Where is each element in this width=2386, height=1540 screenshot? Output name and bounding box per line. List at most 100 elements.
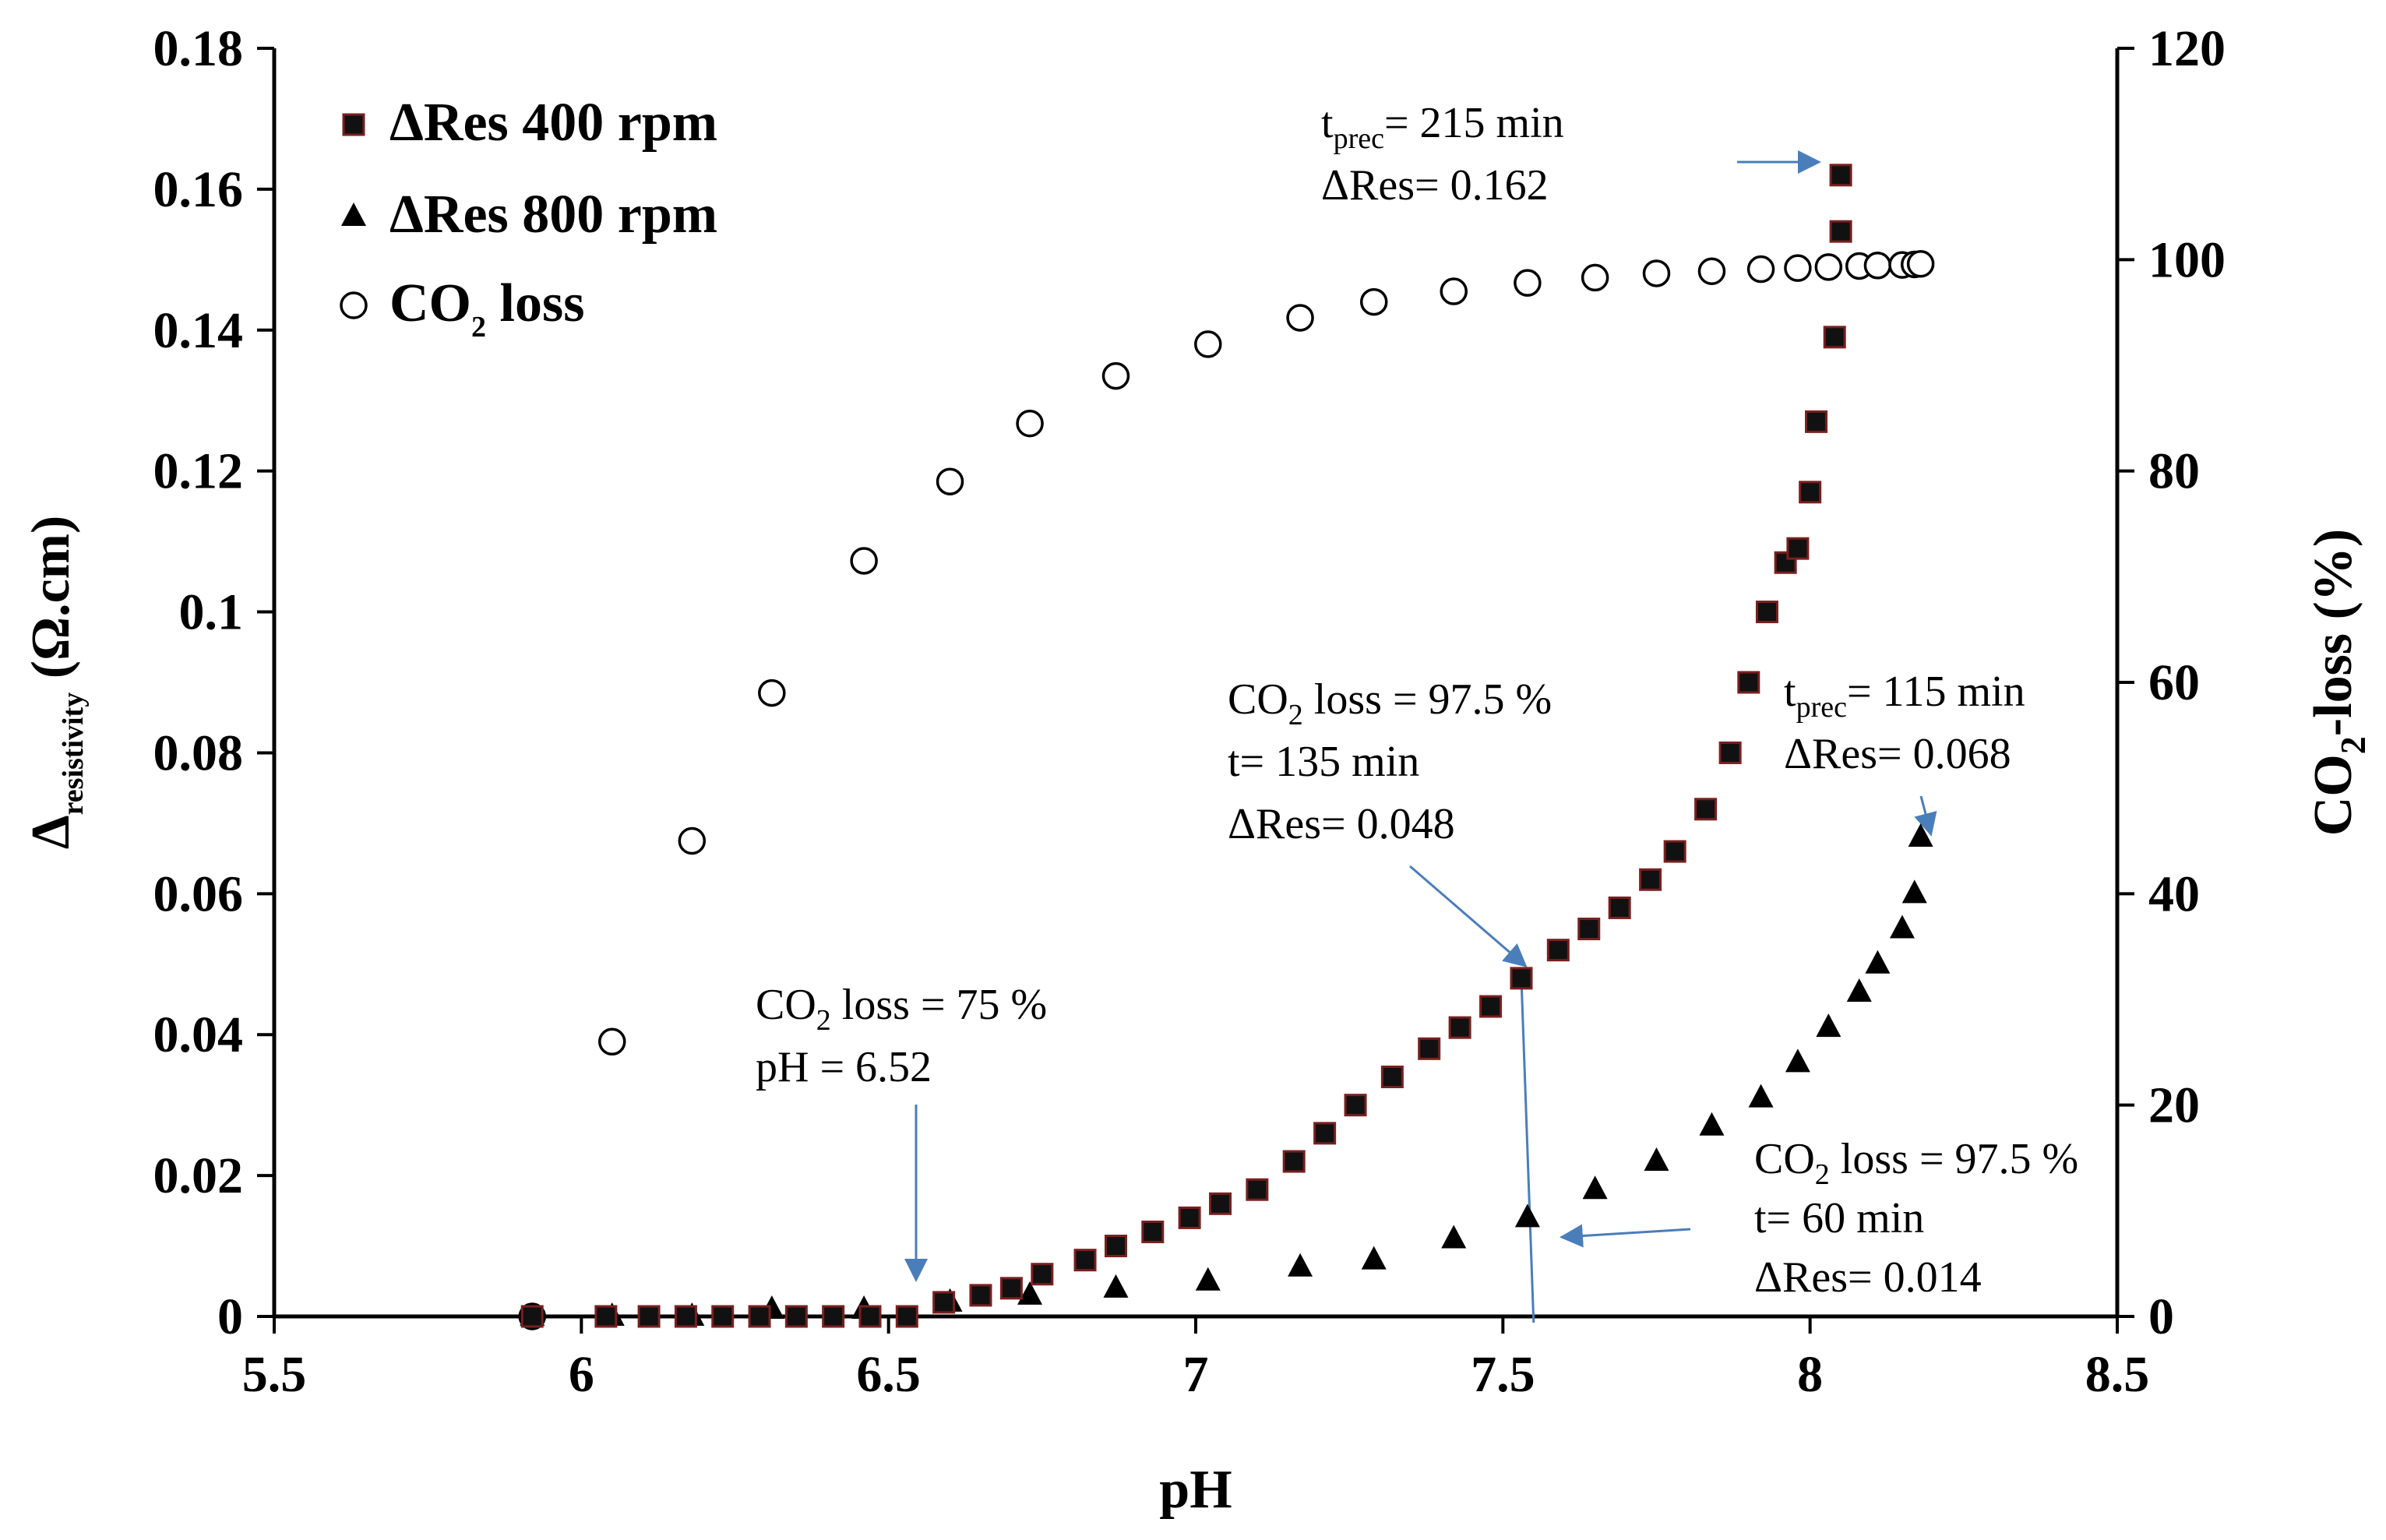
text-subscript: prec xyxy=(1334,122,1384,155)
y-tick-label: 0.16 xyxy=(153,161,244,218)
x-tick-label: 8 xyxy=(1797,1346,1823,1403)
data-point-square xyxy=(674,1305,697,1328)
data-point-circle-open xyxy=(598,1027,626,1056)
text-part: CO xyxy=(1228,675,1288,724)
y-tick-label: 0.18 xyxy=(153,20,244,77)
y-tick-label: 0.04 xyxy=(153,1006,244,1063)
data-point-square xyxy=(1805,410,1828,433)
data-point-square xyxy=(1479,995,1503,1018)
data-point-square xyxy=(932,1291,956,1314)
text-part: t xyxy=(1784,668,1796,716)
text-part: ΔRes= 0.014 xyxy=(1754,1253,1982,1302)
data-point-circle-open xyxy=(1016,409,1044,438)
legend-marker-triangle xyxy=(341,203,366,226)
legend-marker-square xyxy=(342,113,365,136)
y2-tick-label: 20 xyxy=(2148,1077,2200,1134)
x-tick-label: 7 xyxy=(1183,1346,1209,1403)
data-point-square xyxy=(858,1305,882,1328)
text-subscript: 2 xyxy=(1288,699,1303,731)
data-point-triangle xyxy=(1816,1013,1841,1038)
y2-tick-label: 120 xyxy=(2148,20,2226,77)
data-point-triangle xyxy=(1361,1246,1387,1270)
data-point-circle-open xyxy=(1906,250,1935,278)
annotation-line: CO2 loss = 97.5 % xyxy=(1228,675,1552,731)
data-point-circle-open xyxy=(1814,253,1843,281)
data-point-circle-open xyxy=(1642,259,1671,287)
data-point-square xyxy=(1344,1094,1367,1117)
data-point-circle-open xyxy=(1746,255,1775,284)
y2-axis-title: CO2-loss (%) xyxy=(2303,529,2373,836)
data-point-circle-open xyxy=(678,826,707,855)
axes xyxy=(257,47,2134,1334)
data-point-square xyxy=(895,1305,918,1328)
annotation-line: CO2 loss = 75 % xyxy=(756,981,1047,1037)
data-point-square xyxy=(1663,840,1686,863)
data-point-square xyxy=(1737,671,1760,694)
text-part: (Ω.cm) xyxy=(21,516,81,692)
data-point-square xyxy=(520,1305,544,1328)
y-tick-label: 0.08 xyxy=(153,724,244,781)
data-point-triangle xyxy=(1785,1048,1810,1073)
text-part: = 215 min xyxy=(1384,99,1564,147)
data-point-square xyxy=(1829,220,1852,243)
legend-label: CO2 loss xyxy=(389,273,584,344)
y2-tick-label: 100 xyxy=(2148,231,2226,288)
annotation-line: t= 60 min xyxy=(1754,1194,1924,1242)
data-point-triangle xyxy=(1288,1253,1313,1277)
annotation-line: ΔRes= 0.068 xyxy=(1784,730,2011,778)
annotation-line: tprec= 215 min xyxy=(1321,99,1564,155)
text-part: t= 60 min xyxy=(1754,1194,1924,1242)
guide-line xyxy=(1520,978,1535,1323)
data-point-triangle xyxy=(1017,1281,1043,1305)
text-subscript: 2 xyxy=(1815,1158,1830,1191)
data-point-circle-open xyxy=(1286,304,1314,332)
data-point-square xyxy=(1608,896,1631,919)
text-part: t= 135 min xyxy=(1228,738,1419,786)
y-axis-title: Δresistivity (Ω.cm) xyxy=(21,516,90,850)
data-point-square xyxy=(969,1284,992,1307)
annotation: tprec= 115 min ΔRes= 0.068 xyxy=(1784,668,2025,778)
text-part: -loss (%) xyxy=(2303,529,2363,736)
data-point-square xyxy=(1209,1192,1232,1215)
text-subscript: 2 xyxy=(816,1004,831,1037)
data-point-square xyxy=(784,1305,808,1328)
data-point-circle-open xyxy=(1194,330,1222,358)
annotation-arrow xyxy=(1560,1224,1691,1248)
data-point-square xyxy=(1774,551,1797,574)
data-point-square xyxy=(1510,967,1533,990)
y-tick-label: 0.12 xyxy=(153,443,244,500)
data-point-square xyxy=(1313,1122,1337,1145)
data-point-square xyxy=(1031,1263,1054,1286)
annotation-line: ΔRes= 0.048 xyxy=(1228,800,1455,848)
data-point-square xyxy=(1755,601,1778,624)
data-point-square xyxy=(1141,1220,1165,1243)
annotation-line: t= 135 min xyxy=(1228,738,1419,786)
data-point-circle-open xyxy=(1101,361,1130,390)
data-point-circle-open xyxy=(850,547,878,575)
text-part: CO xyxy=(756,981,816,1029)
data-point-circle-open xyxy=(936,467,964,495)
data-point-triangle xyxy=(1582,1175,1608,1200)
data-point-circle-open xyxy=(1863,252,1892,280)
x-tick-label: 8.5 xyxy=(2085,1346,2150,1403)
data-point-square xyxy=(1380,1065,1404,1088)
data-point-square xyxy=(1246,1178,1269,1201)
text-subscript: 2 xyxy=(2333,736,2373,754)
text-part: CO xyxy=(2303,754,2363,836)
data-marks xyxy=(518,164,1935,1330)
text-part: ΔRes= 0.048 xyxy=(1228,800,1455,848)
annotation: CO2 loss = 97.5 % t= 135 min ΔRes= 0.048 xyxy=(1228,675,1552,848)
data-point-square xyxy=(711,1305,735,1328)
x-axis-title: pH xyxy=(1159,1460,1232,1520)
x-tick-label: 6.5 xyxy=(856,1346,921,1403)
annotation-line: ΔRes= 0.162 xyxy=(1321,161,1549,210)
annotation-line: tprec= 115 min xyxy=(1784,668,2025,724)
y-tick-label: 0.1 xyxy=(179,584,244,641)
data-point-circle-open xyxy=(758,678,786,707)
text-subscript: resistivity xyxy=(57,692,90,816)
text-part: ΔRes 400 rpm xyxy=(389,93,717,153)
data-point-circle-open xyxy=(1697,257,1726,286)
